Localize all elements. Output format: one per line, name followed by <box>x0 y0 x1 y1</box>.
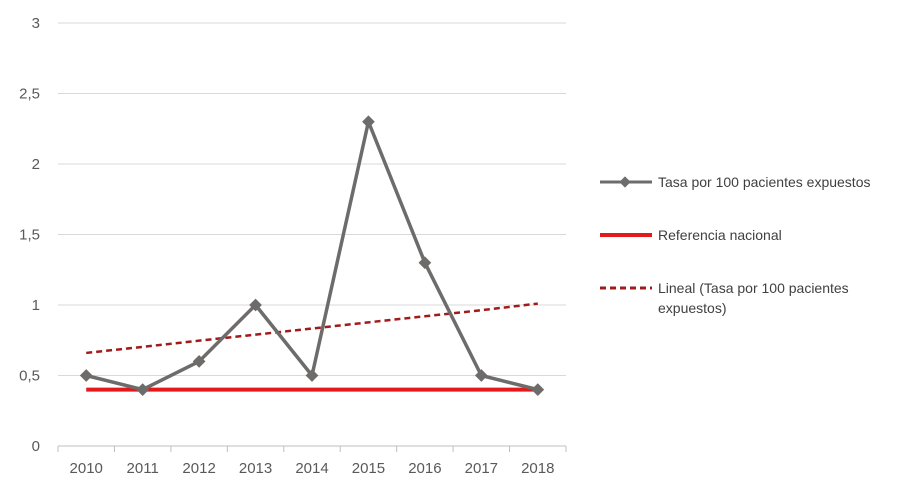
trendline-series-line <box>86 302 538 355</box>
rate-series-line <box>85 119 539 392</box>
rate-data-point <box>362 115 375 129</box>
x-tick-label: 2013 <box>239 460 272 477</box>
legend-swatch-referencia-icon <box>600 233 652 237</box>
rate-data-point <box>136 383 150 396</box>
rate-data-point <box>79 369 93 382</box>
x-tick-label: 2010 <box>70 460 103 477</box>
rate-data-point <box>192 355 206 368</box>
series-group <box>79 115 545 396</box>
rate-data-point <box>474 369 488 382</box>
legend-label-lineal: Lineal (Tasa por 100 pacientes expuestos… <box>658 280 849 316</box>
rate-data-point <box>305 369 319 382</box>
x-tick-label: 2012 <box>182 460 215 477</box>
rate-data-point <box>418 256 432 270</box>
y-tick-label: 1,5 <box>19 227 40 244</box>
x-axis: 2010 2011 2012 2013 2014 2015 2016 2017 2018 <box>57 446 567 477</box>
y-tick-label: 0 <box>32 438 40 455</box>
x-tick-label: 2018 <box>521 460 554 477</box>
y-tick-label: 3 <box>32 15 40 32</box>
y-tick-label: 0,5 <box>19 368 40 385</box>
y-tick-label: 2,5 <box>19 86 40 103</box>
legend-label-referencia: Referencia nacional <box>658 227 782 243</box>
legend-item-tasa: Tasa por 100 pacientes expuestos <box>598 172 888 192</box>
x-tick-label: 2017 <box>465 460 498 477</box>
x-tick-label: 2011 <box>127 460 159 477</box>
legend-item-referencia: Referencia nacional <box>598 225 888 245</box>
y-tick-label: 1 <box>32 297 40 314</box>
gridlines <box>58 22 566 447</box>
x-tick-label: 2016 <box>408 460 441 477</box>
y-axis: 0 0,5 1 1,5 2 2,5 3 <box>19 15 40 455</box>
legend-label-tasa: Tasa por 100 pacientes expuestos <box>658 174 871 190</box>
x-tick-label: 2014 <box>295 460 328 477</box>
legend-swatch-tasa-icon <box>600 176 652 188</box>
legend-swatch-lineal-icon <box>600 286 652 290</box>
legend-item-lineal: Lineal (Tasa por 100 pacientes expuestos… <box>598 278 888 318</box>
x-tick-label: 2015 <box>352 460 385 477</box>
y-tick-label: 2 <box>32 156 40 173</box>
rate-data-point <box>531 383 545 396</box>
